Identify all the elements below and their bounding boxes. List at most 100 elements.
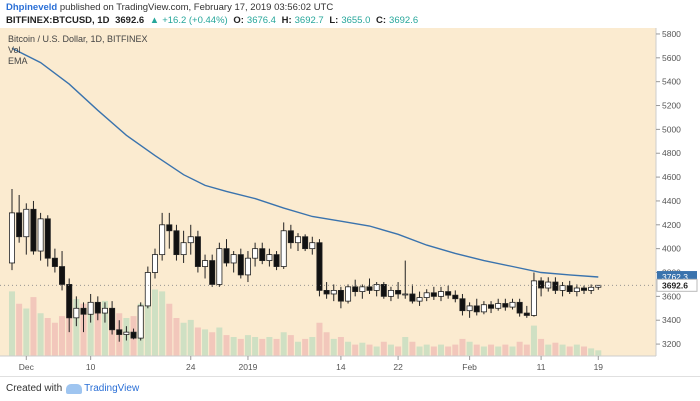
candle xyxy=(588,284,595,294)
ema-price-tag-label: 3762.3 xyxy=(662,272,688,282)
volume-bar xyxy=(280,332,287,356)
candle xyxy=(345,284,352,304)
volume-bar xyxy=(237,338,244,356)
candle-body xyxy=(94,301,101,314)
high-value: 3692.7 xyxy=(294,15,324,26)
candle xyxy=(194,230,201,273)
candle-body xyxy=(366,286,373,291)
candle-body xyxy=(151,254,158,273)
candle xyxy=(23,203,30,255)
candle-body xyxy=(180,242,187,256)
candle xyxy=(187,224,194,255)
close-value: 3692.6 xyxy=(389,15,419,26)
candle xyxy=(202,254,209,279)
candle xyxy=(495,298,502,311)
volume-bar xyxy=(44,318,51,356)
candle-body xyxy=(51,257,58,267)
ema-polyline xyxy=(11,47,599,278)
candlestick-chart[interactable]: 3200340036003800400042004400460048005000… xyxy=(0,28,700,376)
candle-body xyxy=(87,301,94,315)
candle xyxy=(166,212,173,249)
volume-bars xyxy=(9,289,602,356)
candle-body xyxy=(266,254,273,261)
candle xyxy=(266,248,273,267)
candle-body xyxy=(194,236,201,267)
candle-body xyxy=(445,291,452,296)
candle xyxy=(151,248,158,279)
candle xyxy=(538,277,545,297)
candle xyxy=(44,215,51,267)
y-tick-label: 3600 xyxy=(662,291,681,301)
volume-bar xyxy=(373,346,380,356)
candle-body xyxy=(37,218,44,252)
plot-area[interactable] xyxy=(0,28,656,356)
candle-body xyxy=(380,284,387,297)
candle-body xyxy=(123,331,130,335)
x-tick-label: Dec xyxy=(19,362,35,372)
tradingview-brand: TradingView xyxy=(84,383,140,394)
candle xyxy=(416,291,423,306)
volume-bar xyxy=(323,332,330,356)
y-tick-label: 4400 xyxy=(662,196,681,206)
y-tick-label: 4000 xyxy=(662,244,681,254)
candle xyxy=(101,302,108,323)
candle xyxy=(323,282,330,299)
volume-bar xyxy=(559,344,566,356)
candle-body xyxy=(130,331,137,339)
volume-bar xyxy=(459,338,466,356)
candle-body xyxy=(566,285,573,292)
volume-bar xyxy=(230,337,237,356)
candle-body xyxy=(237,254,244,276)
volume-bar xyxy=(87,310,94,356)
tradingview-cloud-icon xyxy=(66,383,83,394)
candle xyxy=(523,305,530,318)
candle-body xyxy=(495,303,502,309)
volume-bar xyxy=(302,338,309,356)
volume-bar xyxy=(337,337,344,356)
volume-bar xyxy=(452,344,459,356)
volume-bar xyxy=(330,338,337,356)
candle xyxy=(437,286,444,302)
candle xyxy=(302,234,309,252)
volume-bar xyxy=(273,338,280,356)
axes: 3200340036003800400042004400460048005000… xyxy=(0,28,698,372)
volume-bar xyxy=(402,337,409,356)
volume-bar xyxy=(566,346,573,356)
volume-bar xyxy=(223,335,230,356)
candle xyxy=(409,284,416,304)
tradingview-logo[interactable]: TradingView xyxy=(66,383,139,394)
candle-body xyxy=(173,230,180,256)
candle-body xyxy=(216,248,223,285)
candle xyxy=(430,286,437,300)
candle-body xyxy=(23,208,30,238)
y-tick-label: 4600 xyxy=(662,172,681,182)
candle-body xyxy=(509,301,516,308)
author-username[interactable]: Dhpineveld xyxy=(6,2,58,13)
y-tick-label: 3200 xyxy=(662,339,681,349)
candle-body xyxy=(202,260,209,267)
candle-body xyxy=(581,287,588,291)
candle xyxy=(30,200,37,255)
open-label: O: xyxy=(233,15,244,26)
candle xyxy=(294,233,301,252)
candle xyxy=(123,326,130,341)
volume-bar xyxy=(552,342,559,356)
volume-bar xyxy=(480,346,487,356)
candle xyxy=(230,251,237,273)
candle xyxy=(209,254,216,287)
candle xyxy=(316,239,323,297)
volume-bar xyxy=(166,303,173,356)
candle xyxy=(116,320,123,342)
volume-bar xyxy=(209,332,216,356)
x-tick-label: 10 xyxy=(86,362,96,372)
candle xyxy=(223,239,230,267)
candle-body xyxy=(316,242,323,291)
candle-body xyxy=(480,304,487,313)
candle-body xyxy=(473,305,480,313)
volume-bar xyxy=(409,341,416,356)
candle xyxy=(137,302,144,341)
candle xyxy=(144,266,151,309)
candle xyxy=(180,230,187,263)
candle-body xyxy=(452,294,459,300)
candle-body xyxy=(252,248,259,259)
